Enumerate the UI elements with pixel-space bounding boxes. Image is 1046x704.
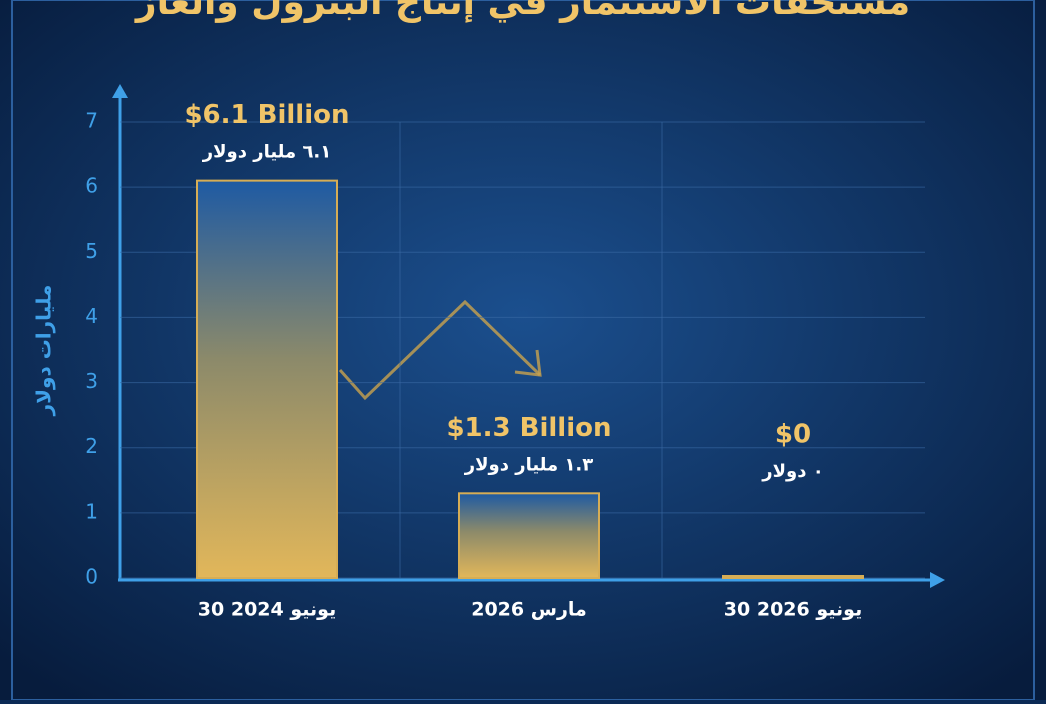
y-tick-label: 4 bbox=[85, 304, 98, 328]
y-tick-label: 5 bbox=[85, 239, 98, 263]
value-label-local: ٦.١ مليار دولار bbox=[202, 142, 332, 163]
y-axis-arrow bbox=[112, 84, 128, 98]
trend-arrowhead bbox=[514, 349, 542, 377]
x-axis-arrow bbox=[930, 572, 945, 588]
y-tick-label: 0 bbox=[85, 565, 98, 589]
bar bbox=[196, 179, 338, 579]
value-label-local: ٠ دولار bbox=[761, 461, 823, 482]
value-label: $6.1 Billion bbox=[184, 100, 349, 130]
x-tick-label: مارس 2026 bbox=[471, 599, 587, 621]
y-tick-label: 1 bbox=[85, 499, 98, 523]
x-tick-label: 30 يونيو 2026 bbox=[724, 599, 862, 621]
y-tick-label: 3 bbox=[85, 369, 98, 393]
y-axis-label: مليارات دولار bbox=[32, 285, 56, 417]
value-label: $0 bbox=[775, 420, 811, 450]
x-tick-label: 30 يونيو 2024 bbox=[198, 599, 336, 621]
chart-title: مستحقات الاستثمار في إنتاج البترول والغا… bbox=[134, 0, 910, 23]
y-tick-label: 7 bbox=[85, 109, 98, 133]
y-tick-label: 2 bbox=[85, 434, 98, 458]
trend-decoration bbox=[338, 299, 542, 401]
bar bbox=[722, 575, 864, 579]
value-label-local: ١.٣ مليار دولار bbox=[464, 454, 594, 475]
value-label: $1.3 Billion bbox=[446, 413, 611, 443]
y-tick-label: 6 bbox=[85, 174, 98, 198]
bar bbox=[458, 492, 600, 580]
